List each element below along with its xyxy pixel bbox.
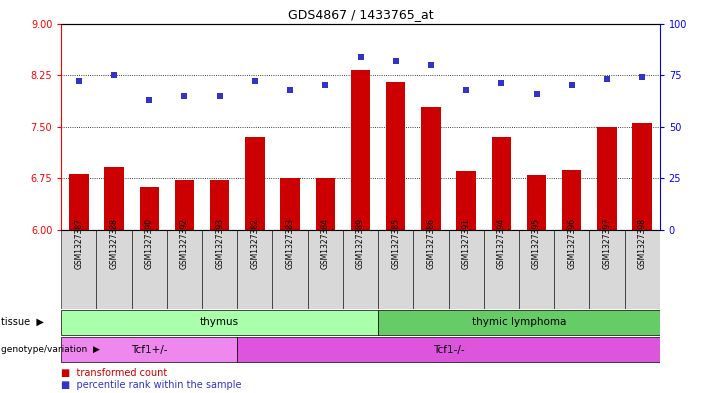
Bar <box>105 167 124 230</box>
Text: GSM1327385: GSM1327385 <box>392 218 400 269</box>
Text: GSM1327391: GSM1327391 <box>461 218 471 269</box>
Bar <box>132 230 167 309</box>
Bar <box>527 175 547 230</box>
Bar <box>562 170 581 230</box>
Text: ■  transformed count: ■ transformed count <box>61 368 167 378</box>
Bar <box>456 171 476 230</box>
Text: GSM1327394: GSM1327394 <box>497 218 506 269</box>
Bar <box>280 178 300 230</box>
Bar <box>210 180 229 230</box>
Text: GSM1327392: GSM1327392 <box>180 218 189 269</box>
Text: GSM1327382: GSM1327382 <box>250 219 260 269</box>
Bar <box>386 82 405 230</box>
Bar <box>351 70 370 230</box>
Bar <box>597 127 616 230</box>
Bar <box>448 230 484 309</box>
Bar <box>632 123 652 230</box>
Bar <box>245 137 265 230</box>
Text: GSM1327389: GSM1327389 <box>356 218 365 269</box>
Text: GSM1327388: GSM1327388 <box>110 219 118 269</box>
Text: GSM1327395: GSM1327395 <box>532 218 541 269</box>
Bar <box>140 187 159 230</box>
Text: GSM1327387: GSM1327387 <box>74 218 84 269</box>
Bar <box>61 337 237 362</box>
Bar <box>273 230 308 309</box>
Bar <box>343 230 378 309</box>
Bar <box>413 230 448 309</box>
Text: tissue  ▶: tissue ▶ <box>1 317 44 327</box>
Bar <box>237 230 273 309</box>
Bar <box>421 107 441 230</box>
Bar <box>61 310 378 334</box>
Text: ■  percentile rank within the sample: ■ percentile rank within the sample <box>61 380 242 390</box>
Bar <box>174 180 194 230</box>
Bar <box>378 310 660 334</box>
Text: thymic lymphoma: thymic lymphoma <box>472 317 566 327</box>
Bar <box>519 230 554 309</box>
Text: Tcf1+/-: Tcf1+/- <box>131 345 167 355</box>
Bar <box>237 337 660 362</box>
Text: Tcf1-/-: Tcf1-/- <box>433 345 464 355</box>
Text: thymus: thymus <box>200 317 239 327</box>
Bar <box>97 230 132 309</box>
Bar <box>308 230 343 309</box>
Text: GSM1327384: GSM1327384 <box>321 218 329 269</box>
Text: GSM1327397: GSM1327397 <box>603 218 611 269</box>
Bar <box>624 230 660 309</box>
Bar <box>492 137 511 230</box>
Bar <box>61 230 97 309</box>
Text: GSM1327398: GSM1327398 <box>637 218 647 269</box>
Bar <box>202 230 237 309</box>
Bar <box>484 230 519 309</box>
Text: genotype/variation  ▶: genotype/variation ▶ <box>1 345 100 354</box>
Text: GSM1327386: GSM1327386 <box>426 218 435 269</box>
Bar <box>554 230 589 309</box>
Bar <box>316 178 335 230</box>
Bar <box>378 230 413 309</box>
Bar <box>589 230 624 309</box>
Bar <box>167 230 202 309</box>
Text: GSM1327383: GSM1327383 <box>286 218 295 269</box>
Bar <box>69 173 89 230</box>
Text: GSM1327396: GSM1327396 <box>567 218 576 269</box>
Title: GDS4867 / 1433765_at: GDS4867 / 1433765_at <box>288 8 433 21</box>
Text: GSM1327390: GSM1327390 <box>145 218 154 269</box>
Text: GSM1327393: GSM1327393 <box>215 218 224 269</box>
